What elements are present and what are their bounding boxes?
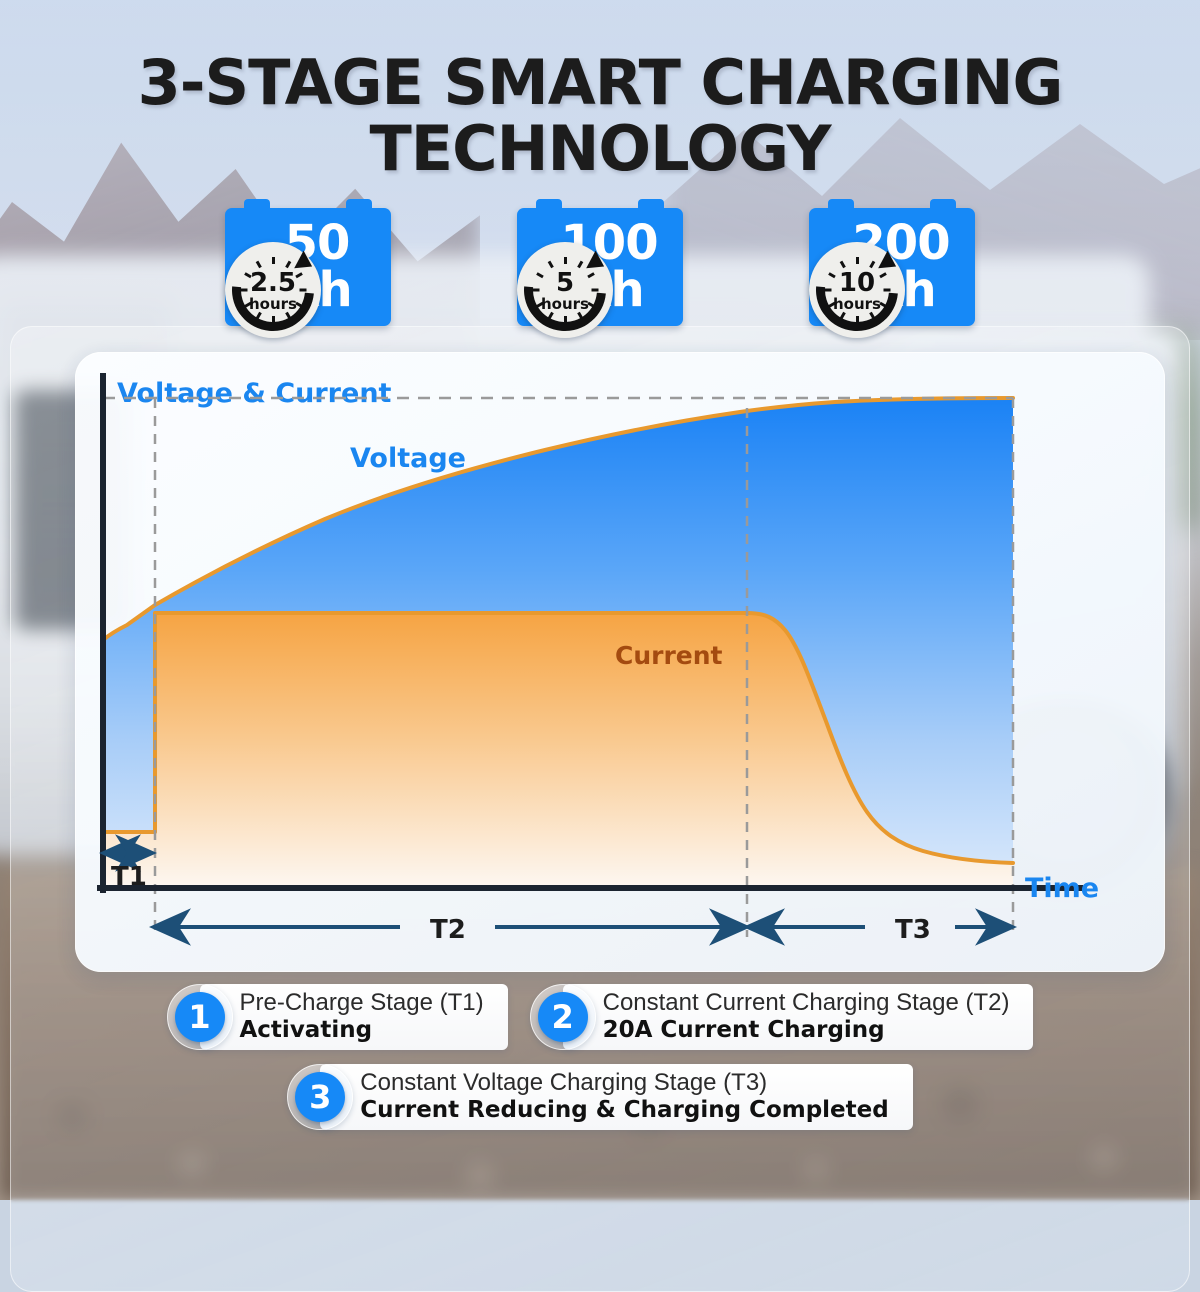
- title-line-1: 3-STAGE SMART CHARGING: [137, 46, 1064, 119]
- legend-number: 1: [174, 992, 225, 1042]
- legend-subheading: Current Reducing & Charging Completed: [360, 1097, 889, 1124]
- legend-item-1[interactable]: 1 Pre-Charge Stage (T1) Activating: [166, 983, 508, 1051]
- clock-ticks: [530, 255, 600, 325]
- clock-face: 10 hours: [809, 242, 905, 338]
- stage-legend: 1 Pre-Charge Stage (T1) Activating 2 Con…: [0, 983, 1200, 1131]
- legend-number: 3: [295, 1072, 346, 1122]
- clock-hours-value: 10: [838, 268, 876, 299]
- t3-stage-label: T3: [895, 915, 931, 945]
- legend-item-2[interactable]: 2 Constant Current Charging Stage (T2) 2…: [529, 983, 1034, 1051]
- capacity-badge-50ah: 50 Ah 2.5 hours: [215, 199, 391, 348]
- voltage-line: [101, 396, 1015, 642]
- title-line-2: TECHNOLOGY: [369, 112, 831, 185]
- clock-hours-value: 5: [555, 268, 575, 299]
- t1-stage-label: T1: [111, 862, 147, 892]
- current-line: [101, 611, 1015, 865]
- charging-curve-chart: Voltage & Current Voltage Current Time T…: [75, 352, 1165, 972]
- legend-row-2: 3 Constant Voltage Charging Stage (T3) C…: [0, 1063, 1200, 1131]
- clock-ticks: [238, 255, 308, 325]
- clock-arrow-icon: 10 hours: [799, 232, 915, 348]
- y-axis-label: Voltage & Current: [117, 378, 392, 409]
- capacity-badge-row: 50 Ah 2.5 hours 100 Ah: [0, 199, 1200, 348]
- legend-row-1: 1 Pre-Charge Stage (T1) Activating 2 Con…: [0, 983, 1200, 1051]
- t2-stage-label: T2: [430, 915, 466, 945]
- legend-subheading: Activating: [239, 1017, 373, 1044]
- clock-ticks: [822, 255, 892, 325]
- capacity-badge-100ah: 100 Ah 5 hours: [507, 199, 683, 348]
- legend-text-block: Pre-Charge Stage (T1) Activating: [199, 983, 508, 1051]
- capacity-badge-200ah: 200 Ah 10 hours: [799, 199, 975, 348]
- legend-number: 2: [537, 992, 588, 1042]
- legend-text-block: Constant Current Charging Stage (T2) 20A…: [562, 983, 1034, 1051]
- legend-item-3[interactable]: 3 Constant Voltage Charging Stage (T3) C…: [287, 1063, 913, 1131]
- legend-heading: Pre-Charge Stage (T1): [239, 988, 484, 1016]
- current-series-label: Current: [615, 641, 723, 670]
- clock-hours-value: 2.5: [249, 268, 297, 299]
- page-title: 3-STAGE SMART CHARGING TECHNOLOGY: [0, 50, 1200, 182]
- clock-hours-unit: hours: [833, 294, 881, 313]
- legend-heading: Constant Voltage Charging Stage (T3): [360, 1068, 768, 1096]
- clock-arrow-icon: 5 hours: [507, 232, 623, 348]
- voltage-series-label: Voltage: [350, 443, 466, 474]
- clock-arrow-icon: 2.5 hours: [215, 232, 331, 348]
- clock-hours-unit: hours: [249, 294, 297, 313]
- current-area: [103, 613, 1013, 888]
- clock-face: 5 hours: [517, 242, 613, 338]
- legend-subheading: 20A Current Charging: [602, 1017, 885, 1044]
- clock-face: 2.5 hours: [225, 242, 321, 338]
- x-axis-label: Time: [1025, 873, 1099, 904]
- legend-heading: Constant Current Charging Stage (T2): [602, 988, 1010, 1016]
- legend-text-block: Constant Voltage Charging Stage (T3) Cur…: [320, 1063, 913, 1131]
- clock-hours-unit: hours: [541, 294, 589, 313]
